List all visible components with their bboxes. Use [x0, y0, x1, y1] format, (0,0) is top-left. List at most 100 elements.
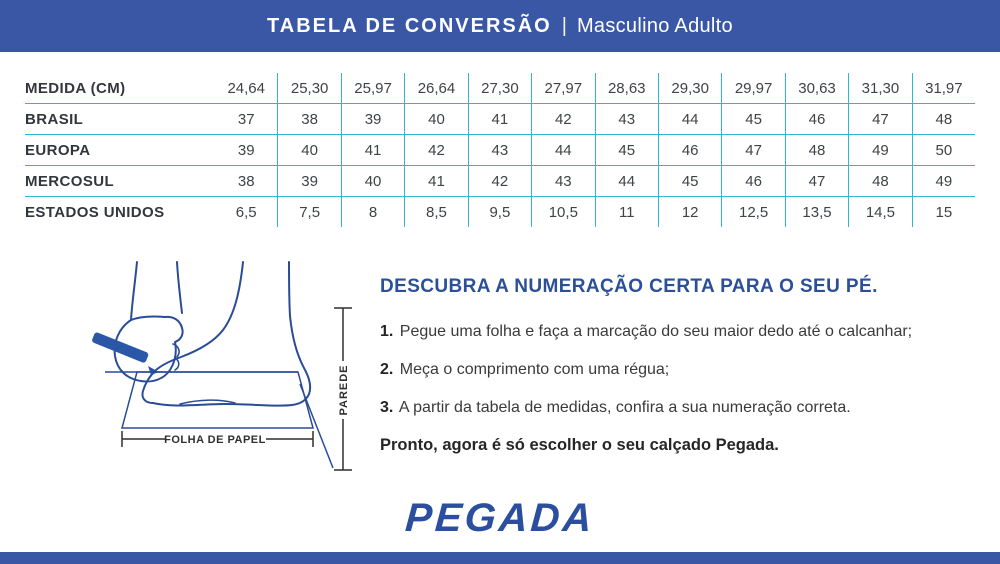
size-value-cell: 47: [848, 104, 911, 134]
title-separator: |: [561, 14, 567, 37]
size-value-cell: 43: [531, 166, 594, 196]
size-value-cell: 28,63: [594, 73, 658, 103]
step-number: 3.: [380, 399, 394, 416]
size-value-cell: 25,97: [340, 73, 404, 103]
size-value-cell: 39: [340, 104, 404, 134]
size-value-cell: 41: [340, 135, 404, 165]
size-value-cell: 45: [594, 135, 658, 165]
size-value-cell: 7,5: [277, 197, 340, 227]
size-value-cell: 8: [340, 197, 404, 227]
table-row: MERCOSUL 38 39 40 41 42 43 44 45 46 47 48 49: [25, 165, 975, 196]
size-value-cell: 44: [657, 104, 721, 134]
foot-outline: [141, 261, 312, 407]
paper-sheet: [121, 371, 314, 429]
size-value-cell: 49: [911, 166, 975, 196]
size-value-cell: 25,30: [277, 73, 340, 103]
size-value-cell: 40: [277, 135, 340, 165]
size-value-cell: 9,5: [467, 197, 531, 227]
size-value-cell: 39: [277, 166, 340, 196]
size-value-cell: 15: [911, 197, 975, 227]
arm-line-left: [130, 261, 138, 321]
step-number: 2.: [380, 361, 394, 378]
size-value-cell: 44: [594, 166, 658, 196]
table-row: BRASIL 37 38 39 40 41 42 43 44 45 46 47 48: [25, 103, 975, 134]
size-value-cell: 45: [657, 166, 721, 196]
size-value-cell: 45: [721, 104, 784, 134]
size-value-cell: 13,5: [784, 197, 848, 227]
step-number: 1.: [380, 323, 394, 340]
row-label: ESTADOS UNIDOS: [25, 203, 165, 221]
size-value-cell: 44: [531, 135, 594, 165]
row-label: EUROPA: [25, 141, 91, 159]
size-value-cell: 41: [404, 166, 467, 196]
hand-fist: [113, 315, 184, 383]
size-value-cell: 12: [657, 197, 721, 227]
table-row: MEDIDA (CM) 24,64 25,30 25,97 26,64 27,30 27,9…: [25, 73, 975, 103]
instruction-step: 2. Meça o comprimento com uma régua;: [380, 361, 670, 378]
size-value-cell: 46: [657, 135, 721, 165]
instructions-steps: 1. Pegue uma folha e faça a marcação do …: [380, 322, 935, 418]
size-value-cell: 31,97: [911, 73, 975, 103]
size-value-cell: 40: [340, 166, 404, 196]
size-value-cell: 48: [911, 104, 975, 134]
size-value-cell: 38: [277, 104, 340, 134]
size-value-cell: 48: [848, 166, 911, 196]
page-title: TABELA DE CONVERSÃO: [267, 14, 552, 37]
wall-label: PAREDE: [338, 364, 350, 415]
size-value-cell: 42: [467, 166, 531, 196]
size-value-cell: 43: [467, 135, 531, 165]
size-value-cell: 38: [237, 172, 255, 190]
size-value-cell: 42: [531, 104, 594, 134]
size-value-cell: 49: [848, 135, 911, 165]
size-value-cell: 27,97: [531, 73, 594, 103]
size-value-cell: 26,64: [404, 73, 467, 103]
size-value-cell: 11: [594, 197, 658, 227]
instructions-panel: DESCUBRA A NUMERAÇÃO CERTA PARA O SEU PÉ…: [380, 276, 935, 455]
size-value-cell: 10,5: [531, 197, 594, 227]
foot-arch-line: [179, 399, 236, 405]
size-value-cell: 47: [721, 135, 784, 165]
size-value-cell: 37: [237, 110, 255, 128]
row-label: BRASIL: [25, 110, 84, 128]
size-value-cell: 8,5: [404, 197, 467, 227]
page-subtitle: Masculino Adulto: [576, 14, 733, 37]
header-bar: TABELA DE CONVERSÃO | Masculino Adulto: [0, 0, 1000, 52]
instructions-heading: DESCUBRA A NUMERAÇÃO CERTA PARA O SEU PÉ…: [380, 276, 878, 297]
arm-line-right: [176, 261, 183, 314]
size-value-cell: 39: [237, 141, 255, 159]
size-value-cell: 12,5: [721, 197, 784, 227]
size-value-cell: 40: [404, 104, 467, 134]
finger-bumps: [172, 343, 180, 371]
size-value-cell: 47: [784, 166, 848, 196]
table-row: ESTADOS UNIDOS 6,5 7,5 8 8,5 9,5 10,5 11 12 12,5 1…: [25, 196, 975, 227]
foot-measurement-drawing: PAREDE FOLHA DE PAPEL: [92, 261, 352, 471]
size-value-cell: 43: [594, 104, 658, 134]
paper-dimension: [121, 431, 314, 447]
size-value-cell: 14,5: [848, 197, 911, 227]
pen-icon: [92, 332, 159, 375]
size-value-cell: 27,30: [467, 73, 531, 103]
foot-measurement-illustration: PAREDE FOLHA DE PAPEL: [85, 258, 375, 483]
size-value-cell: 46: [784, 104, 848, 134]
instructions-closing: Pronto, agora é só escolher o seu calçad…: [380, 436, 779, 454]
size-value-cell: 29,97: [721, 73, 784, 103]
size-value-cell: 46: [721, 166, 784, 196]
size-value-cell: 48: [784, 135, 848, 165]
wall-dimension: [334, 307, 352, 471]
size-value-cell: 42: [404, 135, 467, 165]
bottom-bar: [0, 552, 1000, 564]
row-label: MEDIDA (CM): [25, 79, 126, 97]
wall-line: [299, 383, 334, 469]
size-value-cell: 6,5: [235, 203, 257, 221]
size-value-cell: 30,63: [784, 73, 848, 103]
pegada-logo: PEGADA: [403, 496, 597, 540]
instruction-step: 3. A partir da tabela de medidas, confir…: [380, 399, 851, 416]
size-value-cell: 24,64: [227, 79, 265, 97]
instruction-step: 1. Pegue uma folha e faça a marcação do …: [380, 323, 913, 340]
size-value-cell: 29,30: [657, 73, 721, 103]
paper-label: FOLHA DE PAPEL: [164, 434, 266, 446]
size-value-cell: 41: [467, 104, 531, 134]
size-value-cell: 50: [911, 135, 975, 165]
size-value-cell: 31,30: [848, 73, 911, 103]
